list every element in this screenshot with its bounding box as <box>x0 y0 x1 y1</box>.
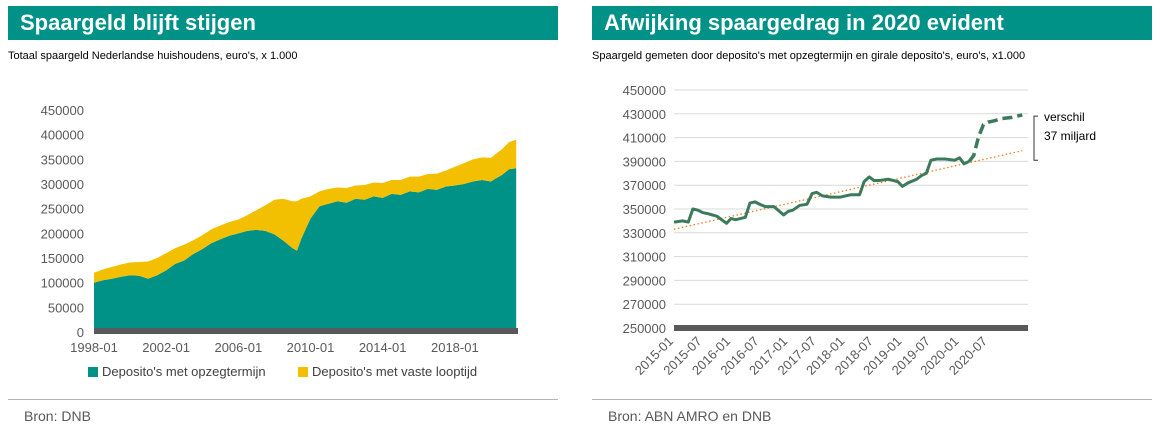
y-tick-label: 310000 <box>623 250 666 265</box>
left-chart-subtitle: Totaal spaargeld Nederlandse huishoudens… <box>8 50 298 62</box>
legend-swatch <box>298 367 308 377</box>
x-tick-label: 2010-01 <box>287 340 335 355</box>
right-source-note: Bron: ABN AMRO en DNB <box>608 408 772 424</box>
series-area-vaste-looptijd <box>94 139 517 283</box>
right-chart-title: Afwijking spaargedrag in 2020 evident <box>592 6 1152 40</box>
savings-deviation-line-chart: 250000 270000 290000 310000 330000 350000 3700… <box>623 83 1096 378</box>
y-tick-label: 400000 <box>41 128 84 143</box>
y-tick-label: 370000 <box>623 178 666 193</box>
series-line-afwijking-2020 <box>967 113 1023 163</box>
left-source-divider <box>8 399 558 400</box>
x-tick-label: 2018-01 <box>431 340 479 355</box>
right-chart-panel: Afwijking spaargedrag in 2020 evident Sp… <box>592 6 1152 430</box>
right-source-divider <box>592 399 1152 400</box>
y-tick-label: 410000 <box>623 131 666 146</box>
y-tick-label: 0 <box>77 325 84 340</box>
savings-area-chart: 0 50000 100000 150000 200000 250000 300000 3500… <box>41 103 518 379</box>
series-line-spaargeld <box>673 156 970 225</box>
annotation-bracket <box>1033 115 1038 161</box>
y-tick-label: 350000 <box>623 202 666 217</box>
left-chart-title: Spaargeld blijft stijgen <box>8 6 558 40</box>
y-tick-label: 450000 <box>623 83 666 98</box>
y-tick-label: 330000 <box>623 226 666 241</box>
y-tick-label: 430000 <box>623 107 666 122</box>
left-source-note: Bron: DNB <box>24 408 91 424</box>
right-chart-subtitle: Spaargeld gemeten door deposito's met op… <box>592 50 1026 62</box>
x-tick-label: 2006-01 <box>214 340 262 355</box>
trend-line <box>673 150 1023 230</box>
legend-label: Deposito's met opzegtermijn <box>102 364 266 379</box>
legend-label: Deposito's met vaste looptijd <box>312 364 477 379</box>
x-tick-label: 2014-01 <box>359 340 407 355</box>
y-tick-label: 150000 <box>41 251 84 266</box>
y-tick-label: 100000 <box>41 276 84 291</box>
x-tick-label: 1998-01 <box>70 340 118 355</box>
y-tick-label: 300000 <box>41 177 84 192</box>
annotation-label: 37 miljard <box>1044 129 1096 143</box>
x-axis-line <box>674 325 1028 331</box>
x-axis-line <box>94 328 518 334</box>
y-tick-label: 250000 <box>623 321 666 336</box>
series-area-opzegtermijn <box>94 168 517 332</box>
legend-swatch <box>88 367 98 377</box>
y-tick-label: 290000 <box>623 273 666 288</box>
x-tick-label: 2002-01 <box>142 340 190 355</box>
y-tick-label: 200000 <box>41 226 84 241</box>
annotation-label: verschil <box>1044 110 1085 124</box>
y-tick-label: 50000 <box>48 300 84 315</box>
left-chart-panel: Spaargeld blijft stijgen Totaal spaargel… <box>8 6 558 430</box>
y-tick-label: 450000 <box>41 103 84 118</box>
y-tick-label: 250000 <box>41 202 84 217</box>
y-tick-label: 350000 <box>41 152 84 167</box>
y-tick-label: 390000 <box>623 154 666 169</box>
y-tick-label: 270000 <box>623 297 666 312</box>
